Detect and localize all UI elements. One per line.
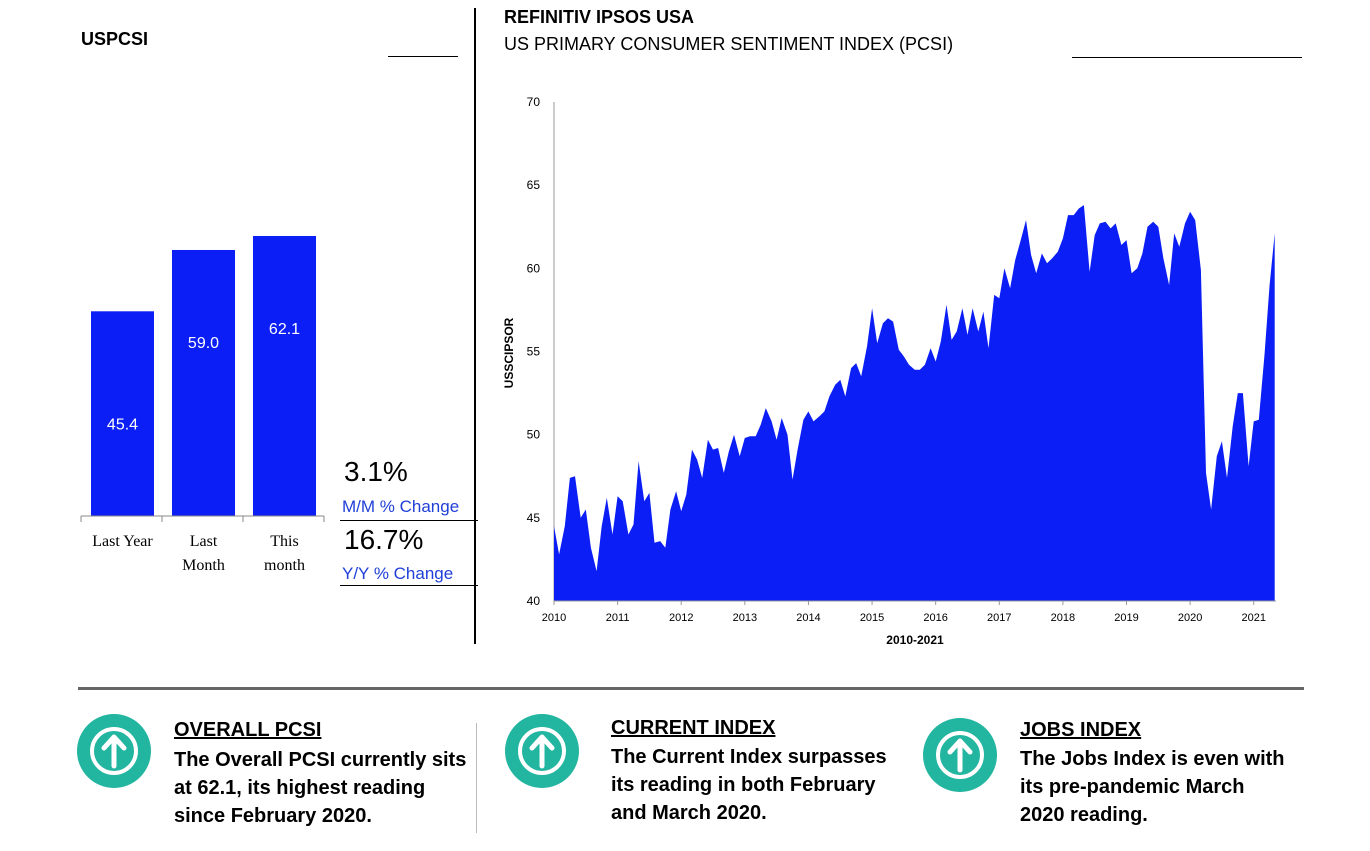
up-arrow-icon xyxy=(77,714,151,788)
sentiment-area xyxy=(554,205,1275,601)
card-title-jobs: JOBS INDEX xyxy=(1020,719,1142,741)
bar-category-label: Last Year xyxy=(92,533,153,550)
card-line: The Overall PCSI currently sits xyxy=(174,749,467,771)
area-x-tick-label: 2019 xyxy=(1114,612,1138,624)
area-y-tick-label: 55 xyxy=(527,345,541,359)
area-y-tick-label: 50 xyxy=(527,428,541,442)
area-x-tick-label: 2011 xyxy=(606,612,630,624)
left-panel-title: USPCSI xyxy=(81,29,149,49)
bar-chart: 45.4 Last Year 59.0 Last Month 62.1 This month xyxy=(80,236,325,574)
bar-category-label: month xyxy=(264,557,305,574)
area-y-tick-label: 60 xyxy=(527,261,541,275)
area-x-tick-label: 2016 xyxy=(923,612,947,624)
bar-value-label: 59.0 xyxy=(188,335,219,352)
left-title-rule xyxy=(388,56,458,57)
area-y-tick-label: 45 xyxy=(527,511,541,525)
card-body-overall: The Overall PCSI currently sits at 62.1,… xyxy=(174,746,466,830)
card-line: The Jobs Index is even with xyxy=(1020,748,1285,770)
area-x-tick-label: 2013 xyxy=(733,612,757,624)
area-y-axis-title: USSCIPSOR xyxy=(502,317,516,388)
card-line: its pre-pandemic March xyxy=(1020,776,1245,798)
area-x-tick-label: 2018 xyxy=(1051,612,1075,624)
card-line: and March 2020. xyxy=(611,802,767,824)
card-line: since February 2020. xyxy=(174,805,372,827)
card-line: its reading in both February xyxy=(611,774,876,796)
card-line: at 62.1, its highest reading xyxy=(174,777,426,799)
area-x-tick-label: 2015 xyxy=(860,612,884,624)
yy-change-value: 16.7% xyxy=(344,524,424,555)
right-panel-subtitle: US PRIMARY CONSUMER SENTIMENT INDEX (PCS… xyxy=(504,34,954,54)
area-x-tick-label: 2017 xyxy=(987,612,1011,624)
right-title-rule xyxy=(1072,57,1302,58)
up-arrow-icon xyxy=(923,718,997,792)
bottom-rule xyxy=(78,687,1304,690)
bar xyxy=(172,249,235,516)
mm-change-rule xyxy=(340,520,478,521)
card-divider xyxy=(476,723,477,833)
area-x-tick-label: 2021 xyxy=(1241,612,1265,624)
bar-value-label: 62.1 xyxy=(269,321,300,338)
card-title-current: CURRENT INDEX xyxy=(611,717,776,739)
up-arrow-icon xyxy=(505,714,579,788)
bar-category-label: This xyxy=(270,533,298,550)
card-body-current: The Current Index surpasses its reading … xyxy=(611,743,887,827)
right-panel-title: REFINITIV IPSOS USA xyxy=(504,7,695,27)
area-y-tick-label: 40 xyxy=(527,594,541,608)
bar-value-label: 45.4 xyxy=(107,416,138,433)
area-x-axis-title: 2010-2021 xyxy=(886,633,944,647)
mm-change-label: M/M % Change xyxy=(342,497,460,516)
area-x-tick-label: 2012 xyxy=(669,612,693,624)
yy-change-rule xyxy=(340,585,478,586)
mm-change-value: 3.1% xyxy=(344,456,408,487)
area-x-tick-label: 2020 xyxy=(1178,612,1202,624)
area-x-tick-label: 2010 xyxy=(542,612,566,624)
card-body-jobs: The Jobs Index is even with its pre-pand… xyxy=(1020,745,1285,829)
bar-category-label: Month xyxy=(182,557,225,574)
yy-change-label: Y/Y % Change xyxy=(342,564,454,583)
area-y-tick-label: 70 xyxy=(527,95,541,109)
panel-divider xyxy=(474,8,476,644)
card-line: The Current Index surpasses xyxy=(611,746,887,768)
bar xyxy=(91,311,154,516)
area-y-tick-label: 65 xyxy=(527,178,541,192)
card-title-overall: OVERALL PCSI xyxy=(174,719,322,741)
area-x-tick-label: 2014 xyxy=(796,612,820,624)
card-line: 2020 reading. xyxy=(1020,804,1148,826)
bar-category-label: Last xyxy=(190,533,218,550)
bar xyxy=(253,236,316,516)
